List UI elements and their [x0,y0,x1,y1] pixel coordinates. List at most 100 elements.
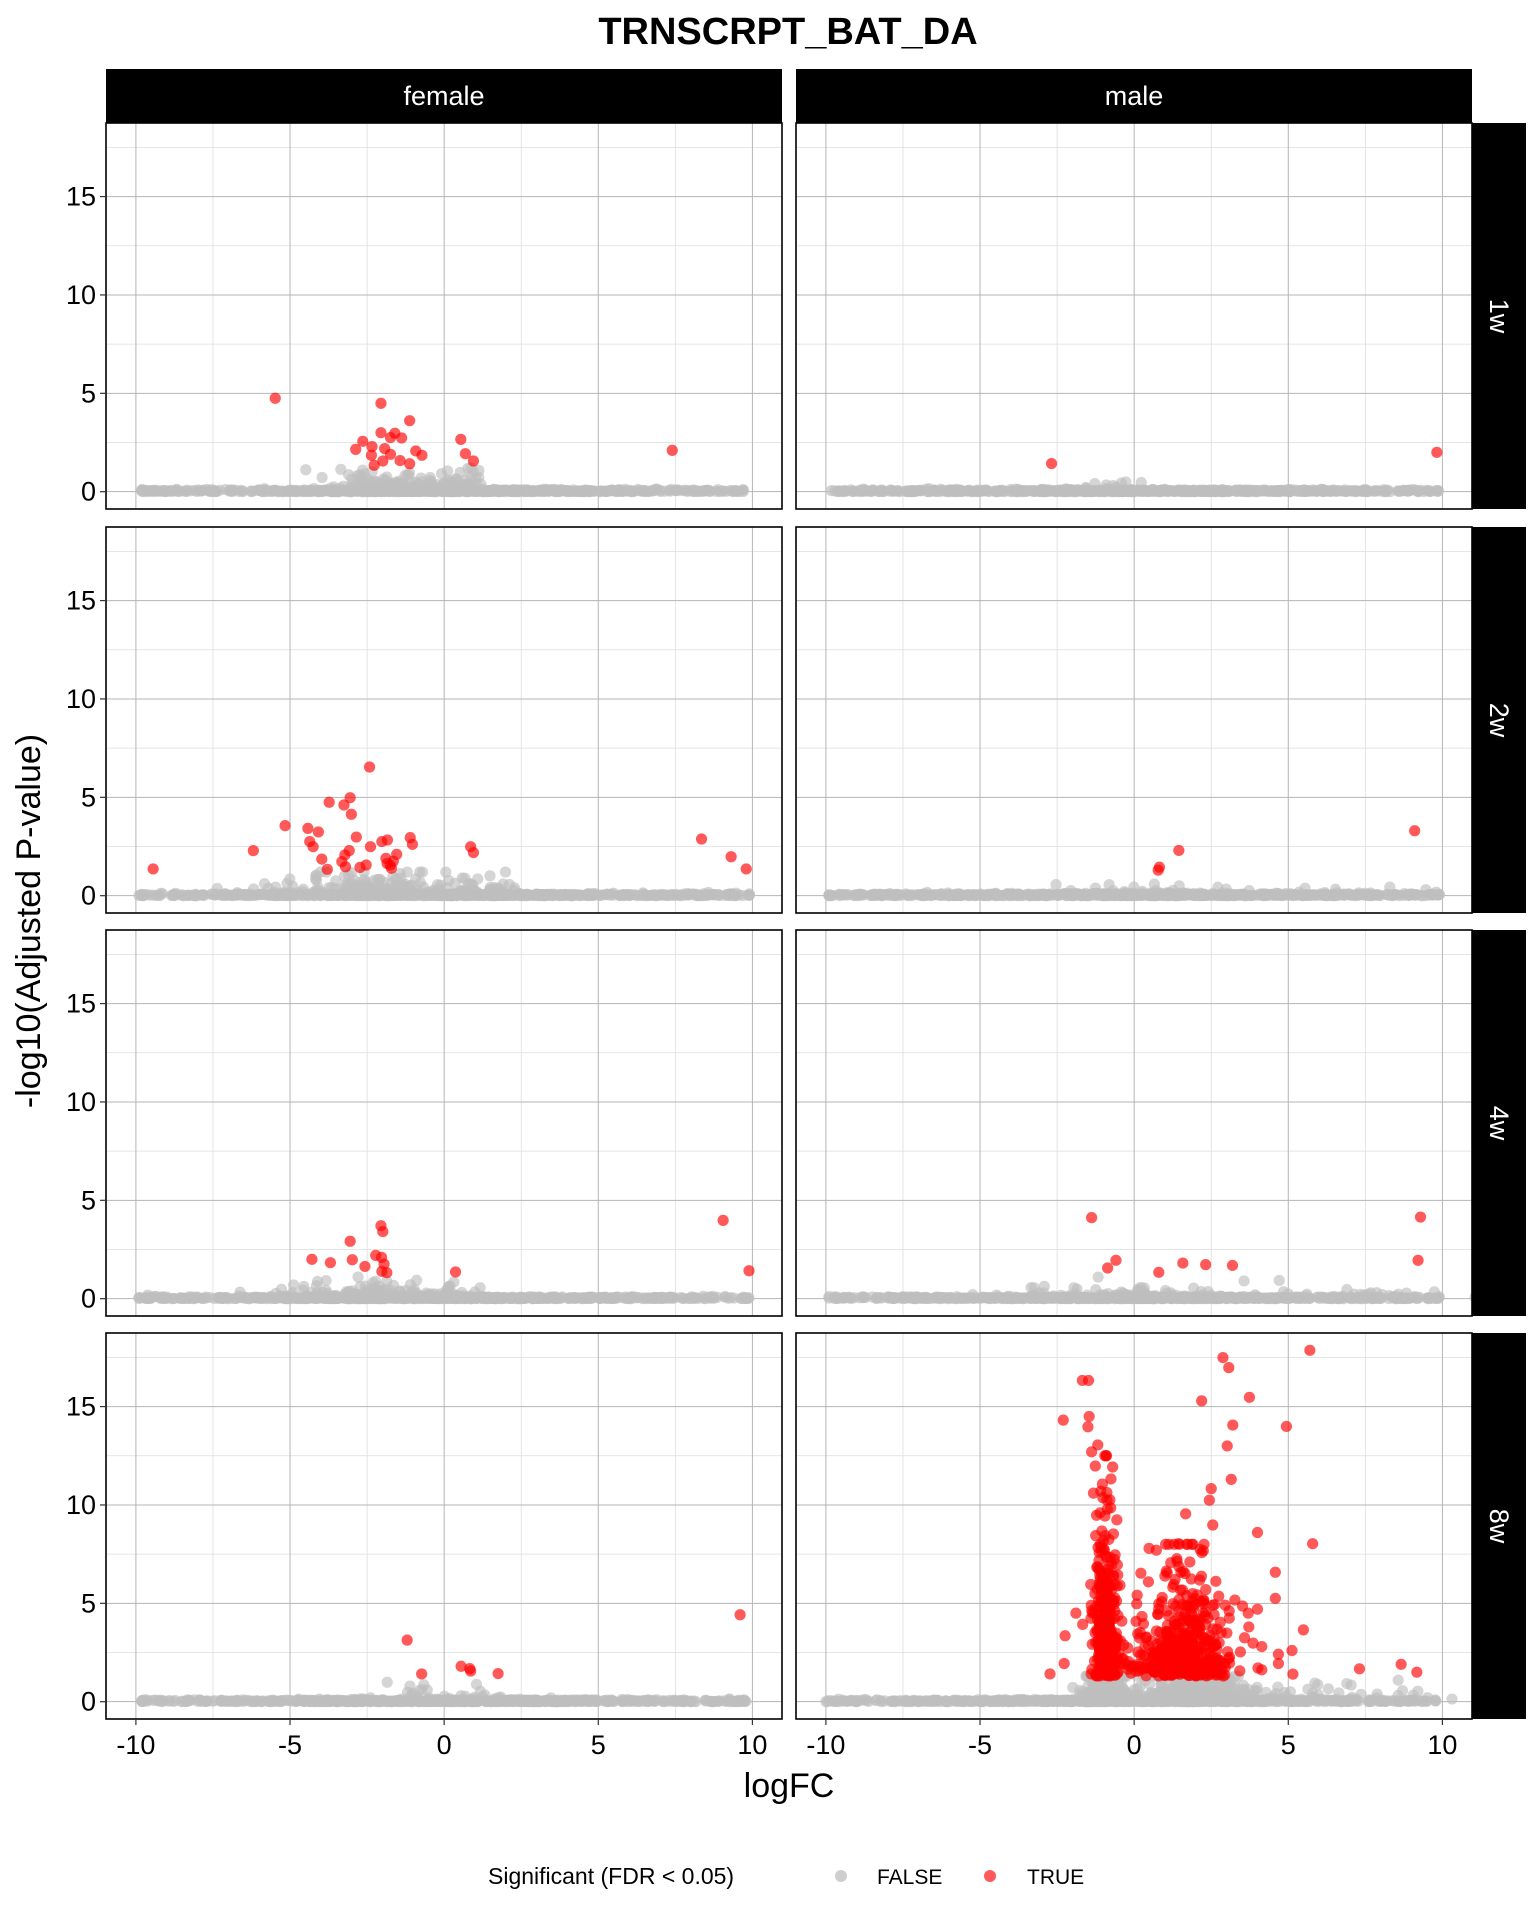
point-not-significant [670,485,683,497]
point-not-significant [1119,887,1131,899]
point-significant [406,838,419,850]
point-not-significant [628,889,640,901]
point-not-significant [165,889,178,901]
y-tick-label: 0 [81,881,96,911]
point-not-significant [1107,885,1119,897]
point-not-significant [1065,884,1077,897]
point-not-significant [1272,888,1284,900]
points [823,1211,1472,1305]
point-not-significant [1268,485,1280,497]
strip-8w [1472,1333,1526,1719]
point-not-significant [338,870,350,882]
point-significant [381,834,394,846]
point-not-significant [479,888,492,901]
point-not-significant [351,470,363,482]
point-not-significant [149,485,161,497]
point-not-significant [885,484,897,497]
point-not-significant [635,485,647,497]
point-not-significant [403,482,415,494]
point-not-significant [1420,884,1432,896]
strip-male [796,69,1472,123]
point-not-significant [696,485,708,498]
y-tick-label: 10 [66,280,96,310]
point-not-significant [253,1292,265,1304]
point-not-significant [550,1291,562,1303]
point-not-significant [495,485,508,497]
point-not-significant [532,1292,544,1305]
strip-female [106,69,782,123]
point-not-significant [1068,486,1080,498]
point-not-significant [352,1271,364,1283]
point-not-significant [1354,889,1366,901]
point-not-significant [474,1290,486,1302]
point-significant [324,1257,337,1269]
point-not-significant [443,1281,455,1293]
point-not-significant [512,1292,524,1304]
point-significant [725,851,737,863]
point-not-significant [1135,476,1147,489]
strip-label-1w: 1w [1484,299,1514,334]
point-not-significant [424,477,437,489]
point-not-significant [1140,889,1152,901]
point-significant [384,448,397,460]
point-not-significant [628,1292,640,1304]
point-significant [467,847,480,859]
point-not-significant [1044,888,1057,900]
point-not-significant [277,485,290,498]
point-not-significant [943,890,955,902]
point-significant [368,459,380,471]
point-not-significant [607,889,619,901]
point-not-significant [873,485,885,498]
point-not-significant [704,485,716,498]
point-not-significant [1282,483,1294,496]
point-significant [364,841,377,853]
point-not-significant [1005,889,1017,901]
point-not-significant [1401,485,1413,497]
point-not-significant [608,1292,620,1304]
y-tick-label: 5 [81,378,96,408]
point-significant [316,853,328,865]
point-significant [375,427,387,439]
point-significant [717,1214,729,1226]
point-not-significant [136,485,148,497]
point-not-significant [155,887,167,899]
point-not-significant [201,483,213,495]
point-not-significant [1050,878,1062,891]
point-not-significant [1058,485,1071,498]
point-not-significant [159,1292,171,1305]
point-significant [1045,457,1058,470]
point-not-significant [587,1291,599,1304]
point-significant [323,796,335,808]
point-not-significant [338,887,350,899]
point-significant [377,455,389,467]
point-not-significant [1014,889,1026,901]
point-significant [404,458,416,470]
point-not-significant [393,475,405,487]
point-not-significant [599,1291,612,1303]
point-not-significant [434,879,447,891]
y-tick-label: 5 [81,782,96,812]
point-not-significant [743,889,755,901]
point-not-significant [1048,485,1060,497]
point-not-significant [260,485,272,498]
points [825,446,1445,498]
points [133,761,755,902]
point-not-significant [297,889,309,902]
point-not-significant [680,889,692,901]
point-not-significant [346,481,358,494]
point-significant [269,392,281,404]
point-not-significant [387,871,399,883]
point-not-significant [404,1279,416,1291]
y-tick-label: 10 [66,1087,96,1117]
point-not-significant [449,877,461,889]
point-not-significant [1177,887,1189,899]
point-not-significant [719,889,731,901]
point-significant [1173,844,1185,857]
point-not-significant [642,1292,654,1304]
point-not-significant [653,484,666,496]
strip-4w [1472,930,1526,1316]
point-not-significant [624,484,636,497]
point-not-significant [1257,484,1269,496]
point-not-significant [889,889,901,901]
point-significant [1409,825,1421,837]
